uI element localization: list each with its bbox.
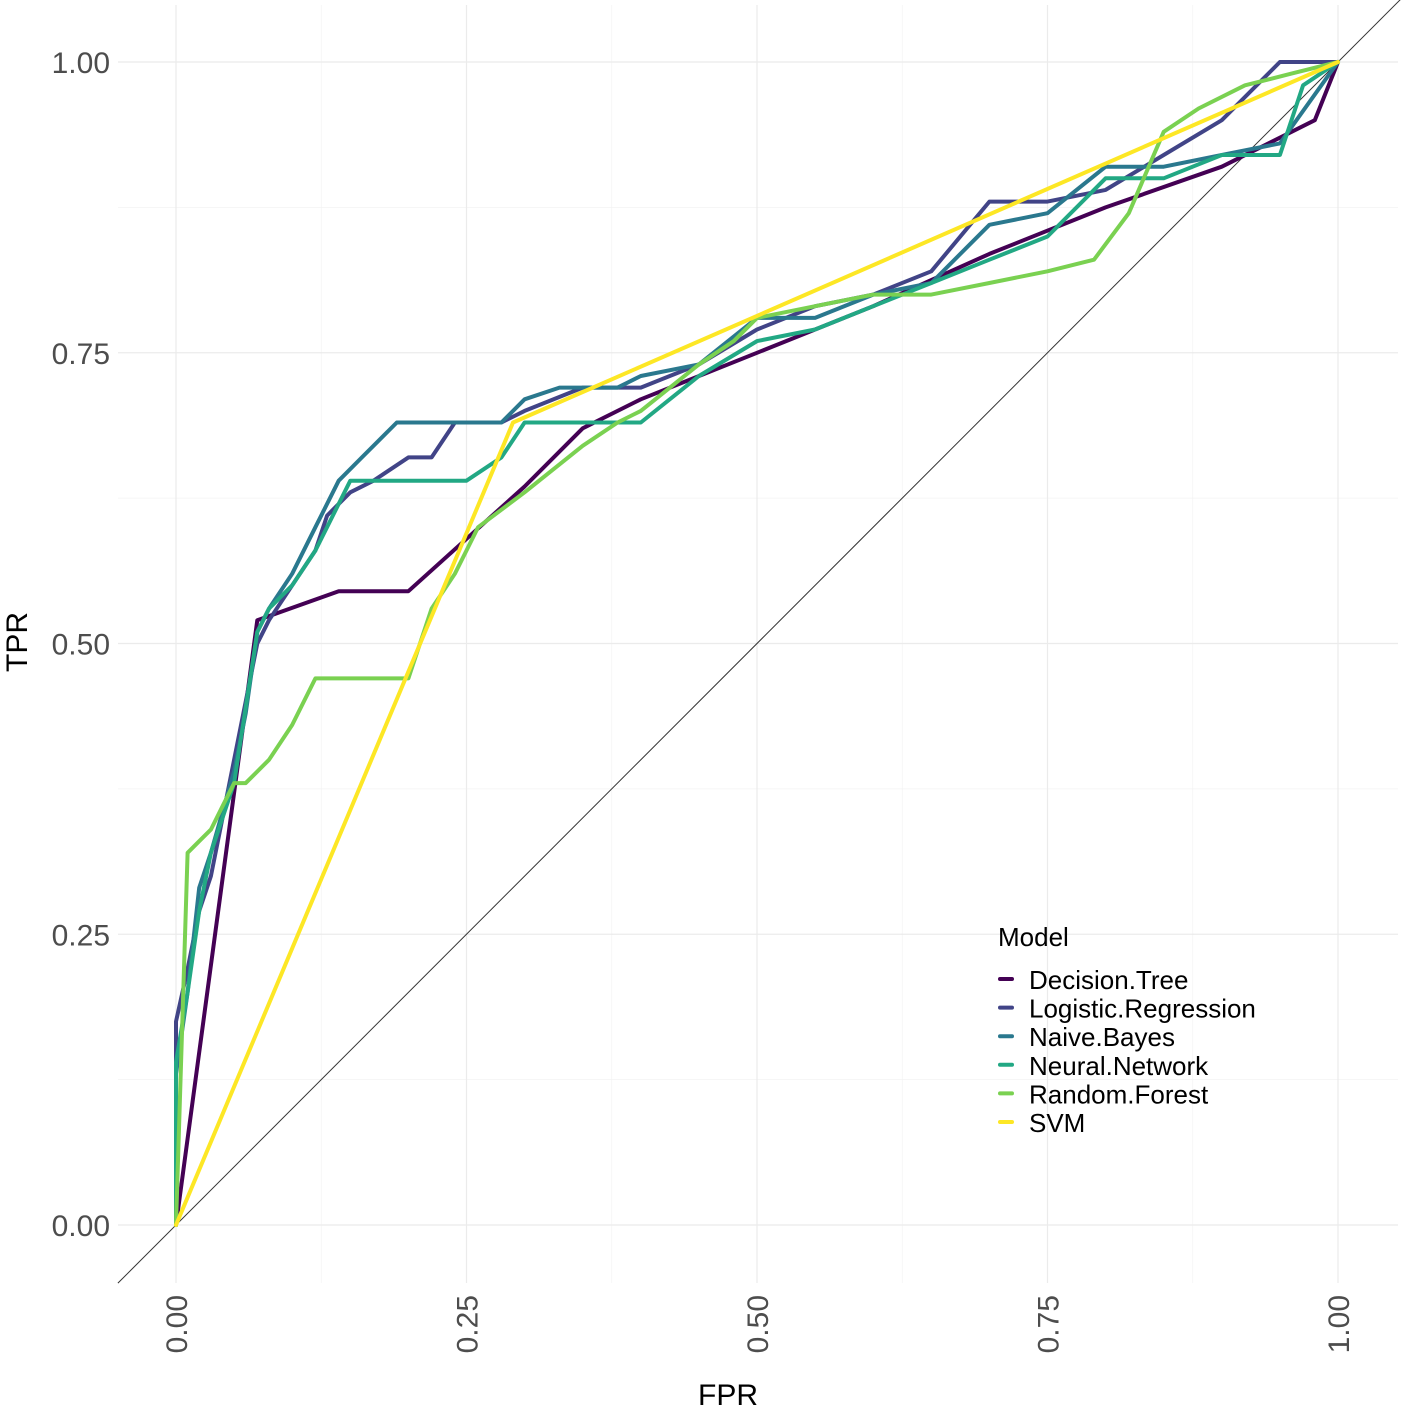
x-axis-ticks: 0.00 0.25 0.50 0.75 1.00 <box>161 1295 1356 1353</box>
y-tick-label: 0.00 <box>52 1210 110 1243</box>
legend-label: Random.Forest <box>1029 1079 1209 1109</box>
legend-label: Neural.Network <box>1029 1051 1209 1081</box>
series-line-svm <box>174 60 1340 1227</box>
series-lines <box>174 60 1340 1227</box>
x-axis-title: FPR <box>698 1379 758 1411</box>
x-tick-label: 0.00 <box>161 1295 194 1353</box>
series-line-random-forest <box>174 60 1340 1227</box>
y-tick-label: 1.00 <box>52 47 110 80</box>
reference-diagonal <box>117 0 1401 1284</box>
y-tick-label: 0.25 <box>52 919 110 952</box>
legend-title: Model <box>998 922 1069 952</box>
x-tick-label: 0.75 <box>1033 1295 1066 1353</box>
x-tick-label: 1.00 <box>1323 1295 1356 1353</box>
x-tick-label: 0.25 <box>452 1295 485 1353</box>
legend-label: Naive.Bayes <box>1029 1022 1175 1052</box>
x-tick-label: 0.50 <box>742 1295 775 1353</box>
legend-label: Decision.Tree <box>1029 965 1188 995</box>
legend-label: Logistic.Regression <box>1029 994 1256 1024</box>
y-axis-ticks: 0.00 0.25 0.50 0.75 1.00 <box>52 47 110 1243</box>
legend: Model Decision.TreeLogistic.RegressionNa… <box>998 922 1256 1138</box>
y-tick-label: 0.50 <box>52 629 110 662</box>
y-tick-label: 0.75 <box>52 338 110 371</box>
legend-items: Decision.TreeLogistic.RegressionNaive.Ba… <box>998 965 1256 1138</box>
reference-line <box>117 0 1401 1284</box>
y-axis-title: TPR <box>1 612 34 672</box>
legend-label: SVM <box>1029 1108 1085 1138</box>
